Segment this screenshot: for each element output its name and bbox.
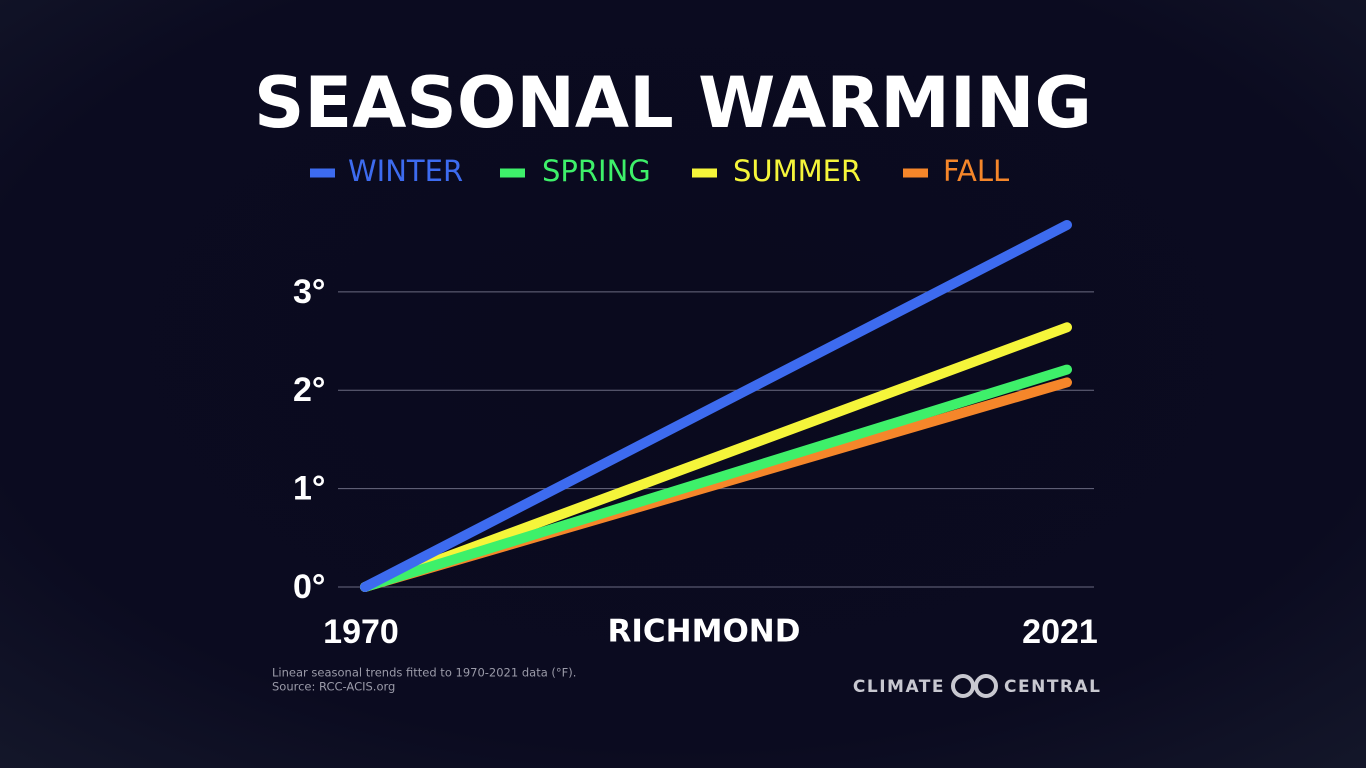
location-label: RICHMOND	[608, 614, 801, 650]
y-tick-label: 2°	[293, 371, 326, 409]
footnote: Linear seasonal trends fitted to 1970-20…	[272, 666, 576, 680]
series-line	[360, 364, 1072, 592]
x-tick-label: 1970	[323, 613, 399, 651]
logo-text: CLIMATE	[853, 677, 945, 697]
y-tick-label: 1°	[293, 470, 326, 508]
chart-title: SEASONAL WARMING	[254, 62, 1092, 144]
legend-label: SPRING	[542, 154, 651, 188]
footnote: Source: RCC-ACIS.org	[272, 680, 395, 694]
legend-label: WINTER	[348, 154, 463, 188]
legend-label: FALL	[943, 154, 1009, 188]
logo-text: CENTRAL	[1004, 677, 1102, 697]
x-tick-label: 2021	[1022, 613, 1098, 651]
series-line	[360, 219, 1072, 592]
y-tick-label: 3°	[293, 273, 326, 311]
series-line	[360, 322, 1072, 592]
legend-label: SUMMER	[733, 154, 861, 188]
y-tick-label: 0°	[293, 568, 326, 606]
logo-icon	[951, 674, 998, 698]
